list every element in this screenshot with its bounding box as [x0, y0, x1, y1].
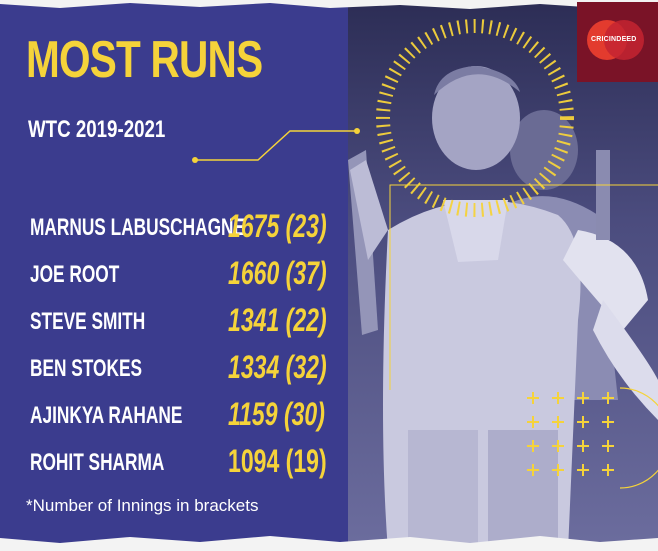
player-runs: 1094 (19) — [228, 443, 327, 479]
player-runs: 1675 (23) — [228, 208, 327, 244]
player-name: ROHIT SHARMA — [30, 449, 165, 476]
player-runs: 1660 (37) — [228, 255, 327, 291]
player-name: JOE ROOT — [30, 261, 120, 288]
player-photo — [348, 0, 658, 551]
player-row: ROHIT SHARMA 1094 (19) — [30, 443, 340, 483]
logo-icon — [587, 20, 644, 60]
footnote: *Number of Innings in brackets — [26, 496, 259, 515]
player-runs: 1334 (32) — [228, 349, 327, 385]
plus-grid-icon — [527, 392, 614, 476]
torn-edge-bottom — [0, 536, 658, 551]
player-runs: 1341 (22) — [228, 302, 327, 338]
player-runs: 1159 (30) — [228, 396, 325, 432]
player-row: STEVE SMITH 1341 (22) — [30, 302, 340, 342]
graphic-title: MOST RUNS — [26, 31, 263, 89]
player-name: STEVE SMITH — [30, 308, 146, 335]
logo-text: CRICINDEED — [591, 36, 637, 43]
logo-badge — [577, 2, 658, 82]
player-row: MARNUS LABUSCHAGNE 1675 (23) — [30, 208, 340, 248]
player-row: AJINKYA RAHANE 1159 (30) — [30, 396, 340, 436]
graphic-subtitle: WTC 2019-2021 — [28, 116, 166, 143]
player-name: MARNUS LABUSCHAGNE — [30, 214, 246, 241]
player-name: AJINKYA RAHANE — [30, 402, 183, 429]
player-photo-illustration — [348, 0, 658, 551]
player-row: BEN STOKES 1334 (32) — [30, 349, 340, 389]
stats-panel — [0, 0, 348, 551]
player-name: BEN STOKES — [30, 355, 143, 382]
torn-edge-top — [0, 0, 658, 9]
player-row: JOE ROOT 1660 (37) — [30, 255, 340, 295]
